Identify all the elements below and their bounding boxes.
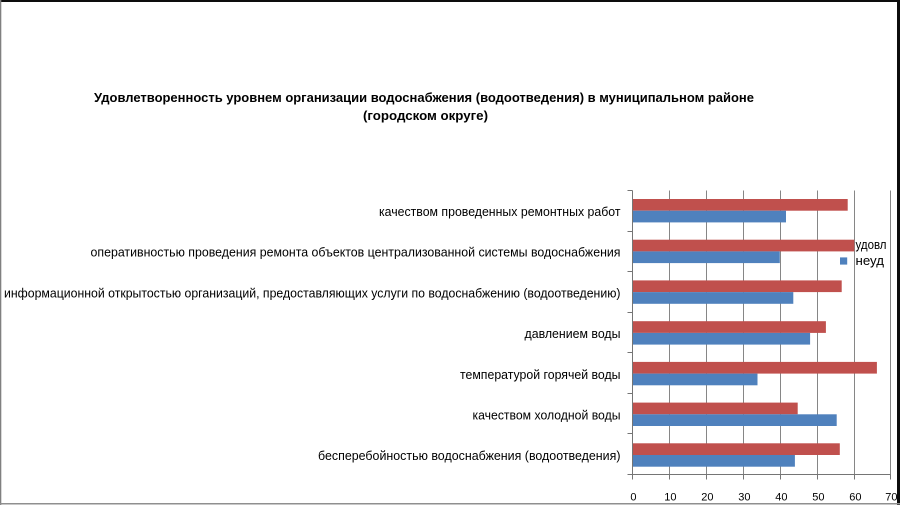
svg-text:50: 50 (812, 492, 824, 504)
svg-text:20: 20 (701, 492, 713, 504)
svg-text:40: 40 (775, 492, 787, 504)
svg-text:бесперебойностью водоснабжения: бесперебойностью водоснабжения (водоотве… (318, 449, 621, 463)
svg-text:информационной открытостью орг: информационной открытостью организаций, … (4, 286, 621, 300)
svg-text:0: 0 (630, 492, 636, 504)
svg-text:температурой горячей воды: температурой горячей воды (460, 368, 621, 382)
svg-text:10: 10 (664, 492, 676, 504)
svg-text:качеством проведенных ремонтны: качеством проведенных ремонтных работ (379, 205, 621, 219)
svg-text:Удовлетворенность уровнем орга: Удовлетворенность уровнем организации во… (94, 90, 754, 105)
svg-text:60: 60 (849, 492, 861, 504)
svg-text:давлением воды: давлением воды (525, 327, 621, 341)
svg-text:(городском округе): (городском округе) (363, 108, 488, 123)
svg-text:удовл: удовл (856, 238, 887, 252)
svg-text:70: 70 (885, 492, 897, 504)
svg-text:качеством холодной воды: качеством холодной воды (473, 409, 621, 423)
svg-text:30: 30 (738, 492, 750, 504)
svg-text:оперативностью проведения ремо: оперативностью проведения ремонта объект… (91, 246, 621, 260)
svg-text:неуд: неуд (856, 254, 885, 268)
